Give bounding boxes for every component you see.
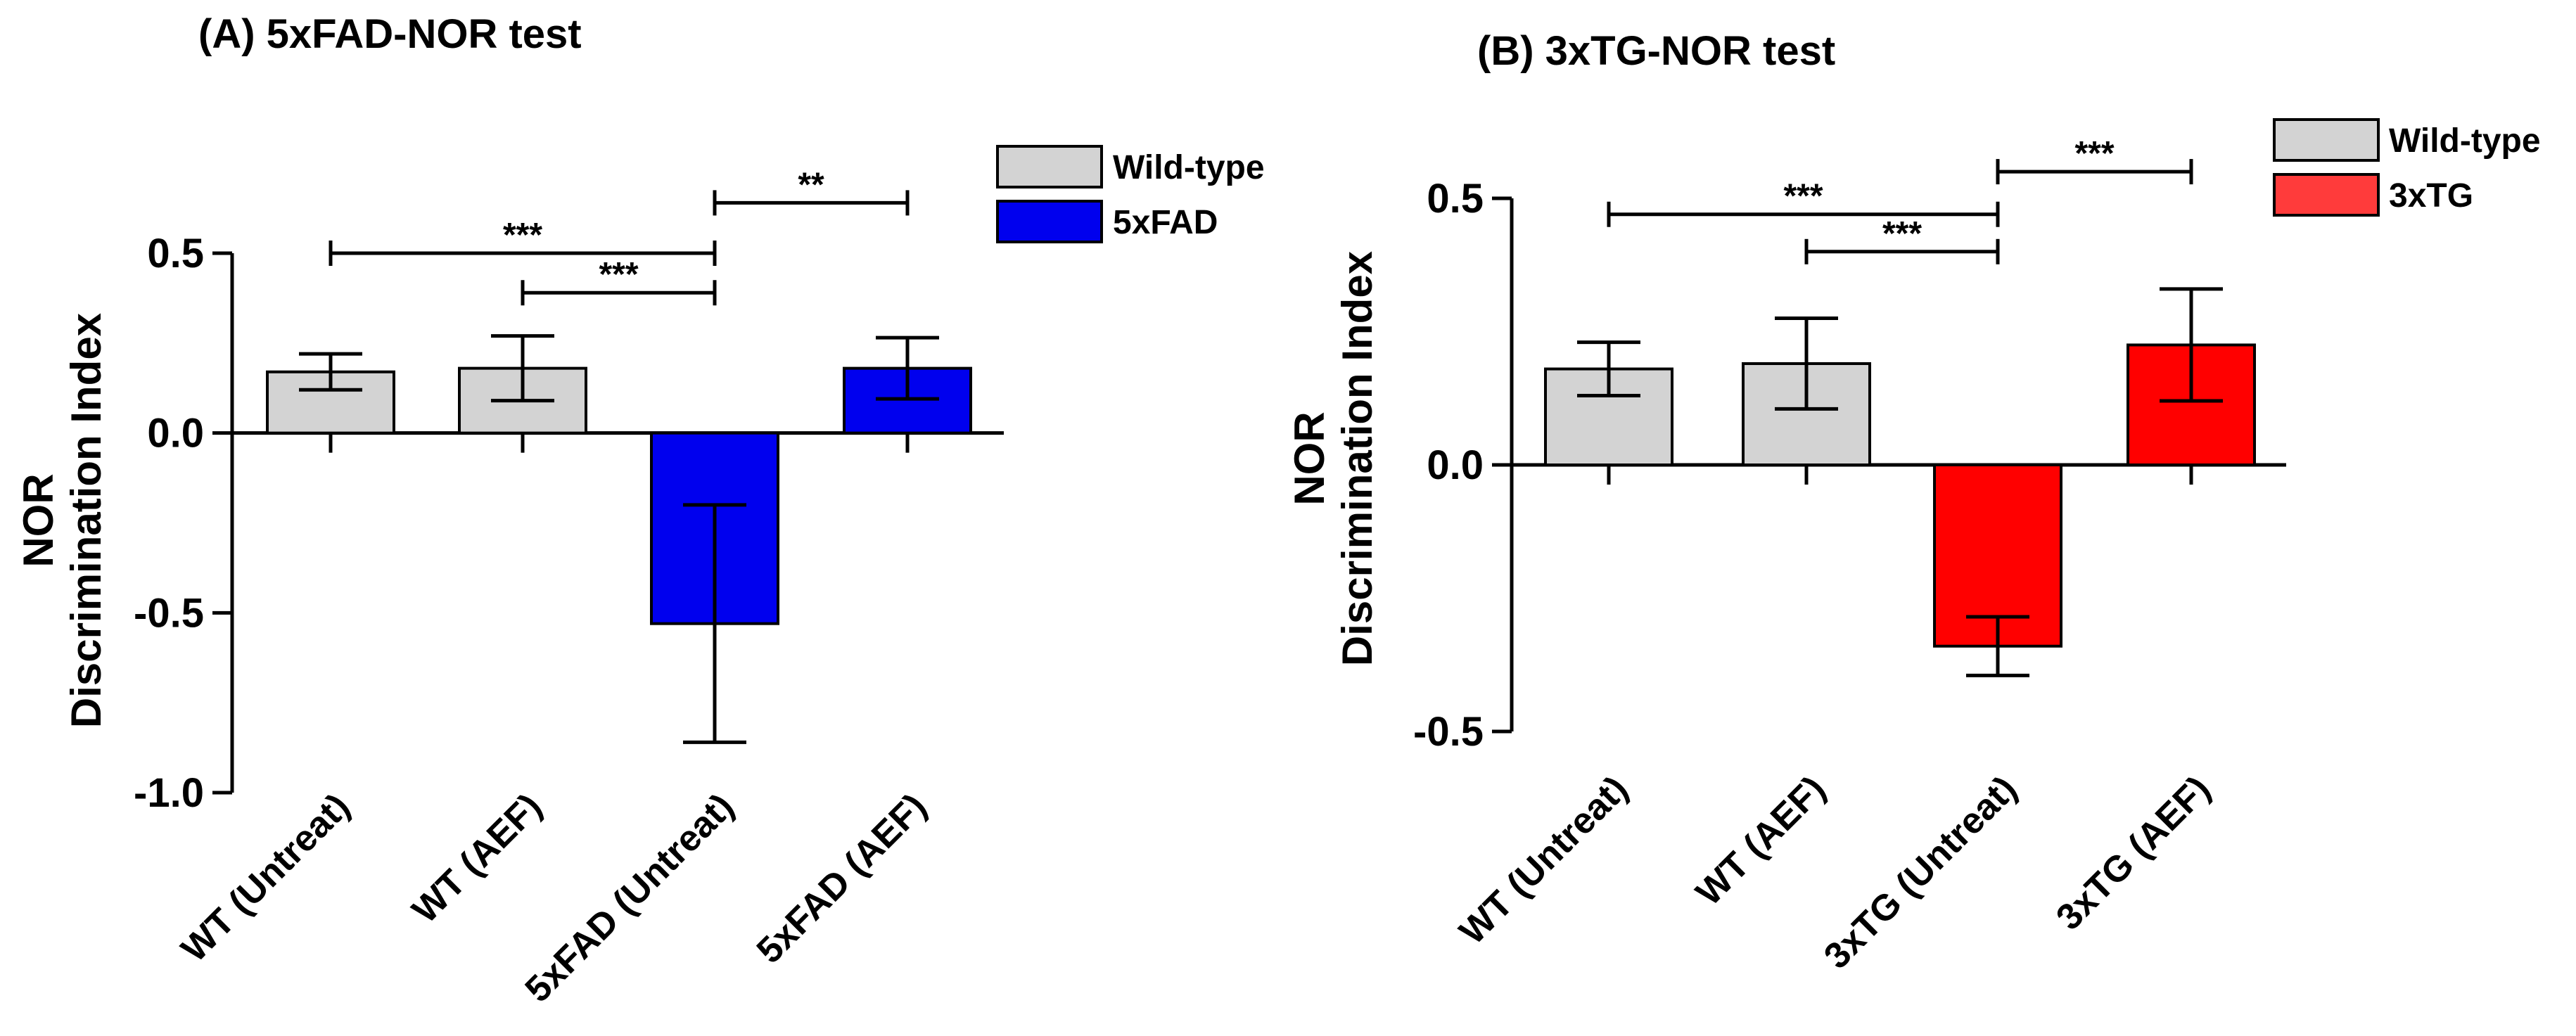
y-tick-label: 0.0 bbox=[1427, 442, 1484, 488]
y-tick-label: -0.5 bbox=[134, 590, 204, 636]
y-tick-label: 0.5 bbox=[1427, 176, 1484, 222]
panel-b-category-labels: WT (Untreat) WT (AEF)3xTG (Untreat) 3xTG (… bbox=[1452, 768, 2219, 976]
panel-b-title: (B) 3xTG-NOR test bbox=[1477, 28, 1835, 74]
panel-b-bars bbox=[1544, 343, 2256, 648]
legend-swatch-5xfad bbox=[996, 200, 1103, 243]
category-label: WT (AEF) bbox=[1688, 768, 1833, 913]
legend-label-3xtg: 3xTG bbox=[2389, 177, 2473, 215]
panel-a-y-ticks: 0.5 0.0 -0.5 -1.0 bbox=[134, 231, 232, 816]
legend-swatch-wild-type-b bbox=[2273, 118, 2380, 162]
panel-a-ylabel-line1: NOR bbox=[15, 473, 62, 567]
panel-b: (B) 3xTG-NOR test NOR Discrimination Ind… bbox=[1286, 28, 2541, 977]
panel-b-legend: Wild-type 3xTG bbox=[2273, 118, 2541, 217]
legend-label-wild-type-a: Wild-type bbox=[1113, 149, 1265, 186]
y-tick-label: 0.0 bbox=[147, 411, 204, 456]
panel-a-bars bbox=[266, 366, 972, 625]
panel-b-error-bars bbox=[1577, 287, 2223, 677]
panel-a-significance: ******** bbox=[329, 166, 910, 306]
category-label: 5xFAD (AEF) bbox=[749, 786, 935, 971]
legend-swatch-wild-type-a bbox=[996, 145, 1103, 188]
panel-a-legend: Wild-type 5xFAD bbox=[996, 145, 1265, 243]
panel-a-error-bars bbox=[299, 334, 939, 744]
panel-b-x-ticks bbox=[1607, 465, 2193, 485]
y-tick-label: -1.0 bbox=[134, 770, 204, 816]
category-label: WT (AEF) bbox=[404, 786, 549, 931]
category-label: 5xFAD (Untreat) bbox=[518, 786, 742, 1010]
panel-a-category-labels: WT (Untreat) WT (AEF)5xFAD (Untreat) 5xFAD… bbox=[174, 786, 935, 1010]
panel-b-ylabel-line1: NOR bbox=[1286, 411, 1333, 505]
y-tick-label: 0.5 bbox=[147, 231, 204, 276]
significance-label: *** bbox=[1783, 178, 1823, 215]
panel-b-significance: *** *** *** bbox=[1607, 135, 2193, 264]
category-label: 3xTG (Untreat) bbox=[1816, 768, 2025, 976]
panel-b-y-ticks: 0.5 0.0 -0.5 bbox=[1413, 176, 1512, 755]
panel-a-title: (A) 5xFAD-NOR test bbox=[198, 11, 582, 57]
legend-swatch-3xtg bbox=[2273, 173, 2380, 217]
significance-label: *** bbox=[503, 217, 542, 254]
panel-b-ylabel-line2: Discrimination Index bbox=[1334, 251, 1381, 666]
panel-a-ylabel-line2: Discrimination Index bbox=[63, 313, 110, 728]
legend-label-wild-type-b: Wild-type bbox=[2389, 122, 2541, 160]
significance-label: *** bbox=[1882, 215, 1922, 252]
panel-a-x-ticks bbox=[329, 433, 910, 453]
category-label: WT (Untreat) bbox=[1452, 768, 1636, 952]
panel-a: (A) 5xFAD-NOR test NOR Discrimination In… bbox=[15, 11, 1265, 1010]
legend-label-5xfad: 5xFAD bbox=[1113, 204, 1218, 241]
significance-label: *** bbox=[2074, 135, 2114, 172]
category-label: 3xTG (AEF) bbox=[2048, 768, 2218, 938]
y-tick-label: -0.5 bbox=[1413, 709, 1484, 755]
panel-b-y-axis-title: NOR Discrimination Index bbox=[1286, 251, 1381, 666]
panel-a-y-axis-title: NOR Discrimination Index bbox=[15, 313, 110, 728]
significance-label: *** bbox=[599, 256, 638, 293]
significance-label: ** bbox=[798, 166, 824, 203]
